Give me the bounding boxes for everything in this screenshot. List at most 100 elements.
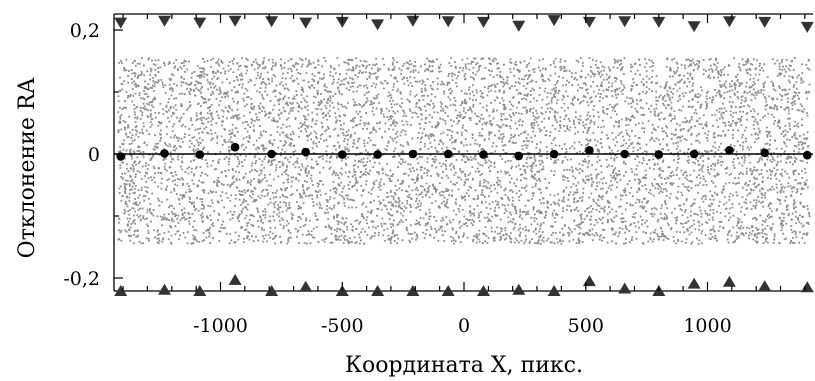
scatter-point xyxy=(188,146,191,148)
scatter-point xyxy=(277,114,280,117)
scatter-point xyxy=(541,231,544,233)
scatter-point xyxy=(453,174,456,176)
scatter-point xyxy=(650,136,653,139)
scatter-point xyxy=(742,141,745,144)
scatter-point xyxy=(243,99,245,102)
scatter-point xyxy=(124,172,126,175)
scatter-point xyxy=(387,212,390,214)
scatter-point xyxy=(701,229,704,232)
scatter-point xyxy=(746,92,749,94)
scatter-point xyxy=(794,215,797,218)
scatter-point xyxy=(120,199,123,202)
scatter-point xyxy=(682,226,685,228)
scatter-point xyxy=(363,122,365,124)
scatter-point xyxy=(284,102,287,105)
scatter-point xyxy=(223,139,226,142)
scatter-point xyxy=(444,163,447,166)
scatter-point xyxy=(210,86,212,89)
scatter-point xyxy=(681,214,684,217)
scatter-point xyxy=(621,67,623,69)
scatter-point xyxy=(272,108,274,111)
scatter-point xyxy=(758,131,761,134)
scatter-point xyxy=(667,177,670,180)
scatter-point xyxy=(181,92,183,95)
scatter-point xyxy=(778,199,781,202)
scatter-point xyxy=(795,81,798,83)
scatter-point xyxy=(305,195,307,197)
scatter-point xyxy=(742,145,744,148)
scatter-point xyxy=(475,115,478,117)
scatter-point xyxy=(265,112,268,115)
scatter-point xyxy=(462,110,465,112)
scatter-point xyxy=(426,78,429,80)
scatter-point xyxy=(263,158,266,160)
scatter-point xyxy=(352,66,354,69)
scatter-point xyxy=(637,122,640,125)
scatter-point xyxy=(337,214,339,217)
scatter-point xyxy=(220,135,223,138)
scatter-point xyxy=(807,91,810,94)
scatter-point xyxy=(733,57,735,60)
scatter-point xyxy=(353,104,355,107)
scatter-point xyxy=(635,124,637,126)
scatter-point xyxy=(298,166,300,169)
scatter-point xyxy=(191,136,194,139)
scatter-point xyxy=(700,155,702,158)
scatter-point xyxy=(198,81,201,84)
scatter-point xyxy=(756,59,758,62)
scatter-point xyxy=(257,63,259,66)
scatter-point xyxy=(768,143,771,146)
scatter-point xyxy=(274,89,276,92)
scatter-point xyxy=(278,91,281,94)
scatter-point xyxy=(401,239,404,242)
scatter-point xyxy=(581,221,584,223)
scatter-point xyxy=(648,88,651,90)
scatter-point xyxy=(228,149,230,152)
scatter-point xyxy=(371,209,373,212)
scatter-point xyxy=(218,214,221,216)
scatter-point xyxy=(533,156,536,159)
scatter-point xyxy=(378,149,380,151)
scatter-point xyxy=(311,84,314,87)
scatter-point xyxy=(700,197,703,200)
scatter-point xyxy=(197,141,199,144)
scatter-point xyxy=(310,63,312,65)
scatter-point xyxy=(141,165,144,168)
scatter-point xyxy=(296,94,298,96)
scatter-point xyxy=(297,205,300,207)
scatter-point xyxy=(571,84,573,86)
scatter-point xyxy=(520,173,522,176)
scatter-point xyxy=(238,214,240,217)
scatter-point xyxy=(242,97,244,100)
scatter-point xyxy=(352,175,354,178)
scatter-point xyxy=(119,185,122,188)
scatter-point xyxy=(676,216,679,219)
scatter-point xyxy=(755,204,758,207)
scatter-point xyxy=(346,226,348,228)
scatter-point xyxy=(649,110,652,113)
scatter-point xyxy=(492,108,495,111)
scatter-point xyxy=(598,159,601,162)
scatter-point xyxy=(749,85,751,88)
scatter-point xyxy=(506,118,509,121)
scatter-point xyxy=(554,119,557,121)
scatter-point xyxy=(393,155,396,157)
scatter-point xyxy=(747,184,750,186)
scatter-point xyxy=(787,93,789,95)
scatter-point xyxy=(522,131,525,134)
scatter-point xyxy=(706,92,708,94)
scatter-point xyxy=(421,82,424,85)
scatter-point xyxy=(791,104,794,107)
scatter-point xyxy=(575,167,577,170)
scatter-point xyxy=(343,78,345,81)
scatter-point xyxy=(152,209,155,211)
scatter-point xyxy=(153,167,156,170)
scatter-point xyxy=(447,115,449,118)
scatter-point xyxy=(372,129,375,131)
scatter-point xyxy=(662,160,664,163)
scatter-point xyxy=(647,120,650,122)
scatter-point xyxy=(740,119,743,122)
scatter-point xyxy=(129,94,132,96)
scatter-point xyxy=(372,82,375,85)
scatter-point xyxy=(541,161,544,164)
